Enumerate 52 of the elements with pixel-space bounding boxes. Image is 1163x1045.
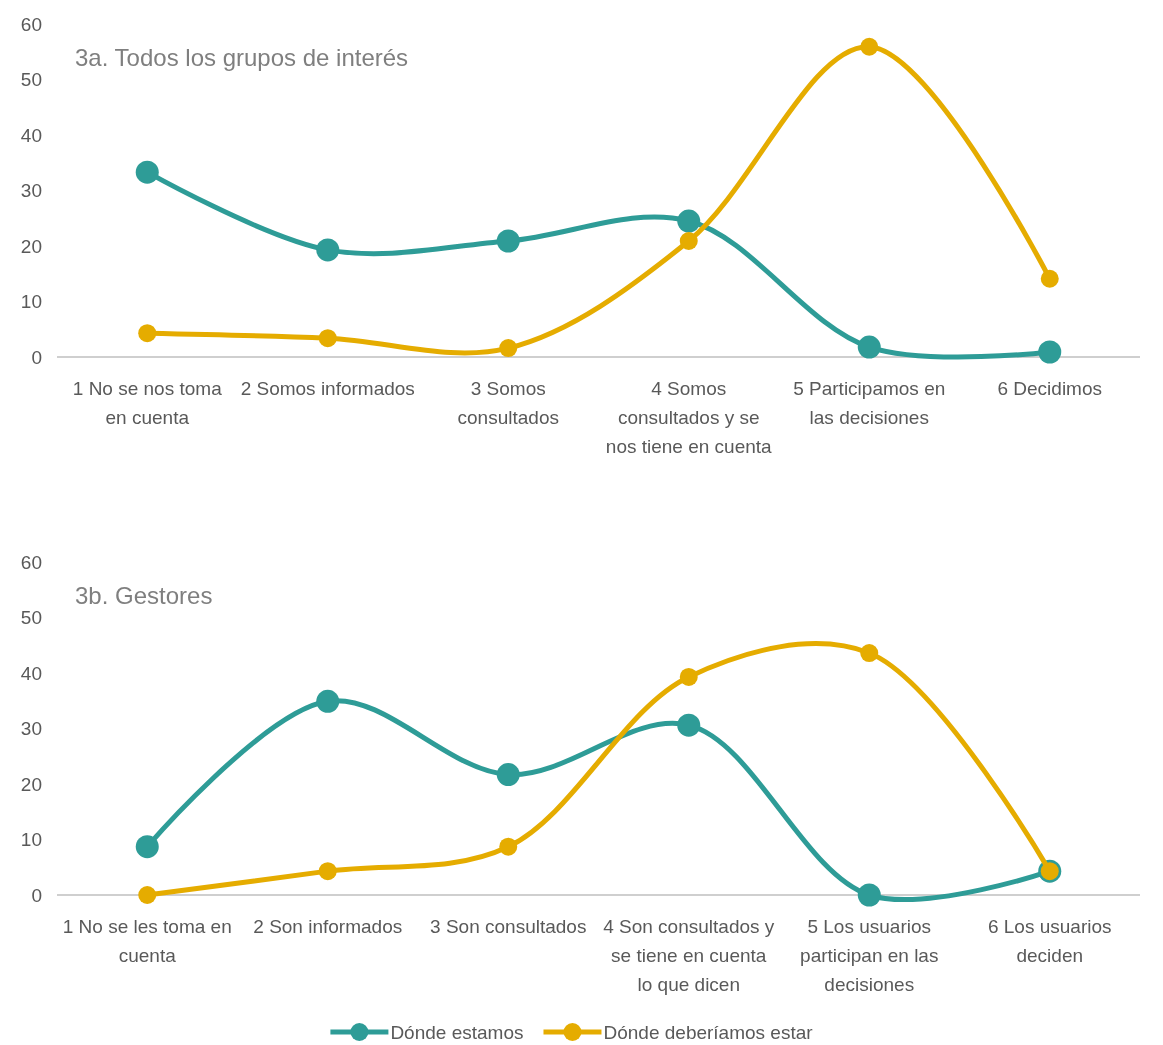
point [677,713,701,737]
point [857,335,881,359]
y-tick-label: 0 [31,346,42,368]
point [496,763,520,787]
point [1038,340,1062,364]
x-tick-label: 2 Somos informados [240,378,415,399]
point [499,339,518,358]
x-tick-label: 1 No se les toma en cuenta [62,916,232,966]
y-tick-label: 30 [20,718,42,740]
x-tick-label: 6 Los usuarios deciden [987,916,1112,966]
point [496,229,520,253]
y-tick-label: 40 [20,124,42,146]
x-tick-label: 2 Son informados [253,916,403,937]
text: 3b. Gestores [75,582,213,609]
x-tick-label: 5 Los usuarios participan en las decisiones [800,916,939,995]
x-tick-label: 5 Participamos en las decisiones [793,378,946,428]
point [318,329,337,348]
y-tick-label: 60 [20,13,42,35]
point [860,644,879,663]
x-tick-label: 3 Son consultados [430,916,587,937]
y-tick-label: 50 [20,69,42,91]
point [318,862,337,881]
x-tick-label: 4 Son consultados y se tiene en cuenta lo que dicen [603,916,775,995]
y-tick-label: 10 [20,291,42,313]
y-tick-label: 10 [20,829,42,851]
point [1040,269,1059,288]
point [135,160,159,184]
point [316,689,340,713]
y-tick-label: 30 [20,180,42,202]
point [316,238,340,262]
point [138,886,157,904]
point [677,209,701,233]
point [138,324,157,343]
point [499,837,518,856]
y-tick-label: 0 [31,884,42,906]
y-tick-label: 50 [20,607,42,629]
legend-label: Dónde estamos [390,1021,524,1043]
point [860,37,879,56]
point [135,835,159,859]
y-tick-label: 60 [20,551,42,573]
x-tick-label: 3 Somos consultados [457,378,559,428]
x-tick-label: 1 No se nos toma en cuenta [72,378,223,428]
point [857,883,881,907]
text: 3a. Todos los grupos de interés [75,44,409,71]
x-tick-label: 4 Somos consultados y se nos tiene en cuenta [605,378,773,457]
y-tick-label: 20 [20,773,42,795]
y-tick-label: 20 [20,235,42,257]
y-tick-label: 40 [20,662,42,684]
x-tick-label: 6 Decidimos [997,378,1103,399]
point [679,667,698,686]
legend-label: Dónde deberíamos estar [603,1021,814,1043]
point [679,232,698,251]
